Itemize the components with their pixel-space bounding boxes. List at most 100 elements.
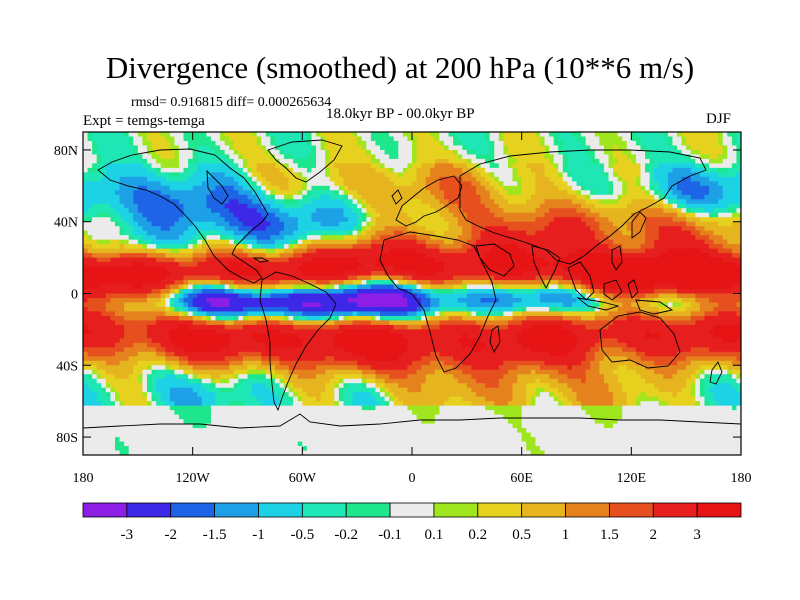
field-cell [352, 230, 358, 236]
field-cell [110, 199, 116, 205]
field-cell [549, 190, 555, 196]
field-cell [626, 185, 632, 191]
field-cell [503, 163, 509, 169]
field-cell [425, 226, 431, 232]
field-cell [92, 226, 98, 232]
field-cell [92, 239, 98, 245]
field-cell [288, 163, 294, 169]
field-cell [270, 248, 276, 254]
field-cell [87, 253, 93, 259]
field-cell [489, 230, 495, 236]
field-cell [672, 253, 678, 259]
field-cell [562, 194, 568, 200]
field-cell [188, 221, 194, 227]
field-cell [517, 239, 523, 245]
field-cell [92, 176, 98, 182]
field-cell [398, 190, 404, 196]
field-cell [549, 181, 555, 187]
field-cell [576, 226, 582, 232]
field-cell [585, 172, 591, 178]
field-cell [521, 172, 527, 178]
field-cell [256, 275, 262, 281]
field-cell [393, 199, 399, 205]
field-cell [352, 217, 358, 223]
field-cell [704, 185, 710, 191]
field-cell [329, 199, 335, 205]
field-cell [101, 181, 107, 187]
field-cell [87, 226, 93, 232]
field-cell [393, 280, 399, 286]
field-cell [672, 271, 678, 277]
field-cell [485, 194, 491, 200]
field-cell [265, 163, 271, 169]
field-cell [279, 280, 285, 286]
field-cell [453, 262, 459, 268]
field-cell [709, 176, 715, 182]
field-cell [535, 239, 541, 245]
field-cell [448, 226, 454, 232]
field-cell [192, 248, 198, 254]
field-cell [83, 230, 89, 236]
field-cell [389, 199, 395, 205]
field-cell [507, 172, 514, 178]
field-cell [512, 244, 518, 250]
field-cell [709, 244, 715, 250]
field-cell [539, 275, 546, 281]
field-cell [562, 172, 568, 178]
field-cell [709, 226, 715, 232]
field-cell [530, 136, 536, 142]
field-cell [188, 271, 194, 277]
field-cell [265, 208, 271, 214]
field-cell [599, 226, 605, 232]
field-cell [704, 266, 710, 272]
field-cell [471, 167, 477, 173]
field-cell [156, 230, 162, 236]
field-cell [384, 230, 390, 236]
field-cell [370, 163, 377, 169]
field-cell [448, 172, 454, 178]
field-cell [233, 280, 239, 286]
field-cell [370, 145, 377, 151]
field-cell [329, 208, 335, 214]
field-cell [256, 284, 262, 290]
field-cell [160, 149, 166, 156]
field-cell [206, 145, 212, 151]
field-cell [247, 230, 253, 236]
field-cell [261, 176, 267, 182]
field-cell [279, 158, 285, 165]
field-cell [338, 199, 345, 205]
field-cell [325, 266, 331, 272]
field-cell [311, 280, 317, 286]
field-cell [439, 140, 445, 147]
field-cell [535, 248, 541, 254]
field-cell [640, 136, 646, 142]
field-cell [238, 226, 244, 232]
field-cell [96, 199, 102, 205]
field-cell [293, 132, 299, 138]
field-cell [338, 203, 345, 209]
field-cell [146, 221, 153, 227]
field-cell [439, 244, 445, 250]
field-cell [622, 154, 628, 160]
field-cell [631, 167, 637, 173]
field-cell [480, 185, 486, 191]
field-cell [137, 194, 143, 200]
field-cell [105, 262, 112, 268]
field-cell [736, 280, 741, 286]
field-cell [92, 172, 98, 178]
field-cell [169, 217, 175, 223]
field-cell [571, 230, 578, 236]
field-cell [357, 221, 363, 227]
field-cell [608, 190, 614, 196]
field-cell [430, 172, 436, 178]
field-cell [402, 217, 409, 223]
field-cell [210, 203, 217, 209]
field-cell [256, 158, 262, 165]
field-cell [681, 163, 687, 169]
field-cell [270, 181, 276, 187]
field-cell [663, 194, 669, 200]
field-cell [265, 217, 271, 223]
field-cell [178, 181, 185, 187]
field-cell [549, 271, 555, 277]
field-cell [699, 181, 706, 187]
